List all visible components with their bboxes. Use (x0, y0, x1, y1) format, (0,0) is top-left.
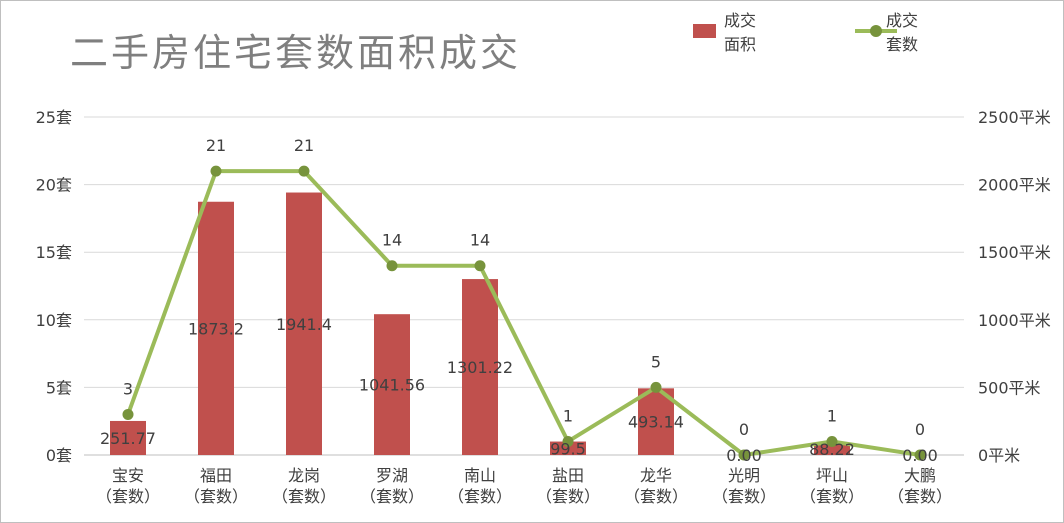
bar-data-label: 1941.4 (276, 315, 332, 334)
y-left-tick-label: 20套 (36, 176, 72, 195)
bar-data-label: 1301.22 (447, 358, 513, 377)
series-line (126, 169, 921, 457)
bar (286, 192, 322, 456)
bar (110, 420, 146, 455)
legend-label-area: 成交面积 (723, 11, 756, 54)
bar-data-label: 493.14 (628, 413, 684, 432)
bar (198, 201, 234, 455)
line-data-label: 1 (827, 406, 837, 425)
y-left-tick-label: 15套 (36, 243, 72, 262)
bar-data-label: 0.00 (726, 446, 762, 465)
legend-line-swatch (855, 24, 897, 38)
bar-data-label: 99.5 (550, 439, 586, 458)
bar-data-label: 1873.2 (188, 319, 244, 338)
line-point (914, 449, 926, 461)
chart-title: 二手房住宅套数面积成交 (70, 31, 522, 75)
line-data-label: 21 (206, 136, 226, 155)
y-left-tick-label: 0套 (46, 446, 72, 465)
x-tick-label: 光明（套数） (712, 466, 776, 506)
x-tick-label: 龙岗（套数） (272, 466, 336, 506)
x-tick-label: 宝安（套数） (96, 466, 160, 506)
line-data-label: 14 (382, 231, 402, 250)
line-data-label: 1 (563, 406, 573, 425)
line-point (474, 260, 486, 272)
bar (550, 441, 586, 455)
line-data-label: 14 (470, 231, 490, 250)
line-data-label: 5 (651, 352, 661, 371)
x-tick-label: 龙华（套数） (624, 466, 688, 506)
y-right-tick-label: 1000平米 (978, 311, 1051, 330)
x-tick-label: 坪山（套数） (800, 466, 864, 506)
line-point (650, 381, 662, 393)
y-right-tick-label: 2500平米 (978, 108, 1051, 127)
line-data-label: 0 (915, 420, 925, 439)
x-tick-label: 大鹏（套数） (888, 466, 952, 506)
line-point (122, 408, 134, 420)
y-right-tick-label: 0平米 (978, 446, 1020, 465)
bar-data-label: 251.77 (100, 429, 156, 448)
line-point (562, 435, 574, 447)
bar (638, 388, 674, 455)
bar-data-label: 0.00 (902, 446, 938, 465)
line-point (738, 449, 750, 461)
x-tick-label: 盐田（套数） (536, 466, 600, 506)
line-data-label: 21 (294, 136, 314, 155)
y-left-tick-label: 10套 (36, 311, 72, 330)
line-data-label: 3 (123, 379, 133, 398)
line-point (826, 435, 838, 447)
y-left-tick-label: 25套 (36, 108, 72, 127)
line-data-label: 0 (739, 420, 749, 439)
legend-label-count: 成交套数 (885, 11, 918, 54)
legend-bar-swatch (693, 24, 716, 38)
x-tick-label: 福田（套数） (184, 466, 248, 506)
bar (374, 314, 410, 455)
bar (814, 443, 850, 455)
x-tick-label: 南山（套数） (448, 466, 512, 506)
bar-data-label: 1041.56 (359, 376, 425, 395)
legend-item-area: 成交面积 (693, 11, 759, 54)
legend-item-count: 成交套数 (855, 11, 921, 54)
line-point (298, 165, 310, 177)
y-right-tick-label: 1500平米 (978, 243, 1051, 262)
y-right-tick-label: 2000平米 (978, 176, 1051, 195)
bar-data-label: 88.22 (809, 440, 855, 459)
bar (462, 279, 498, 455)
x-tick-label: 罗湖（套数） (360, 466, 424, 506)
y-left-tick-label: 5套 (46, 378, 72, 397)
y-right-tick-label: 500平米 (978, 378, 1041, 397)
line-point (386, 260, 398, 272)
line-point (210, 165, 222, 177)
